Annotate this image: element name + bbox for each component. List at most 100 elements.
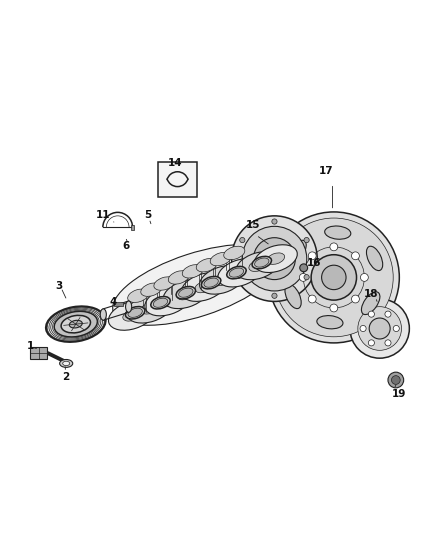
Circle shape [240,238,245,243]
Bar [158,161,197,197]
Ellipse shape [196,259,217,272]
Text: 3: 3 [55,281,62,291]
Circle shape [232,216,317,302]
Ellipse shape [254,245,297,272]
Ellipse shape [109,301,155,330]
Text: 17: 17 [319,166,333,176]
Circle shape [369,318,390,339]
Ellipse shape [361,292,380,314]
Ellipse shape [127,294,173,323]
Text: 14: 14 [168,158,183,167]
Circle shape [352,295,359,303]
Text: 11: 11 [96,210,110,220]
Ellipse shape [317,316,343,329]
Bar [30,347,47,359]
Text: 1: 1 [27,341,34,351]
Circle shape [272,293,277,298]
Circle shape [311,255,357,300]
Ellipse shape [141,283,162,296]
Ellipse shape [176,286,195,299]
Ellipse shape [254,258,269,267]
Circle shape [299,273,307,281]
Text: 18: 18 [364,288,378,298]
Ellipse shape [252,256,272,269]
Circle shape [350,299,410,358]
Ellipse shape [213,274,230,286]
Circle shape [330,304,338,312]
Circle shape [275,218,393,337]
Ellipse shape [218,259,261,287]
Ellipse shape [69,320,82,328]
Circle shape [330,243,338,251]
Ellipse shape [54,311,97,337]
Circle shape [304,238,309,243]
Circle shape [304,274,309,280]
Ellipse shape [181,273,226,301]
Ellipse shape [179,288,193,297]
Bar [114,302,123,306]
Circle shape [360,326,366,332]
Ellipse shape [46,306,106,342]
Ellipse shape [141,303,159,314]
Ellipse shape [288,240,306,263]
Ellipse shape [229,268,244,277]
Circle shape [358,306,402,350]
Ellipse shape [159,295,177,307]
Circle shape [393,326,399,332]
Ellipse shape [195,281,212,293]
Ellipse shape [153,298,168,308]
Circle shape [308,295,316,303]
Ellipse shape [224,246,245,260]
Ellipse shape [231,267,249,279]
Ellipse shape [285,284,301,309]
Ellipse shape [367,246,383,271]
Ellipse shape [210,252,231,266]
Ellipse shape [325,226,351,239]
Bar [131,224,134,230]
Circle shape [240,274,245,280]
Circle shape [368,340,374,346]
Text: 19: 19 [392,389,406,399]
Circle shape [368,311,374,317]
Circle shape [352,252,359,260]
Circle shape [300,264,307,272]
Ellipse shape [182,264,203,278]
Ellipse shape [61,316,91,333]
Circle shape [388,372,404,388]
Circle shape [272,219,277,224]
Ellipse shape [126,301,132,312]
Ellipse shape [249,260,267,271]
Text: 4: 4 [110,297,117,308]
Circle shape [308,252,316,260]
Ellipse shape [168,271,189,284]
Ellipse shape [177,288,194,300]
Text: 6: 6 [123,240,130,251]
Ellipse shape [113,245,280,325]
Ellipse shape [145,287,191,316]
Ellipse shape [204,278,218,287]
Ellipse shape [125,306,145,319]
Text: 16: 16 [307,258,321,268]
Ellipse shape [236,252,279,280]
Circle shape [360,273,368,281]
Circle shape [254,238,295,280]
Ellipse shape [60,359,73,367]
Ellipse shape [127,289,149,302]
Ellipse shape [163,280,208,309]
Ellipse shape [128,308,142,317]
Ellipse shape [200,265,244,294]
Circle shape [385,311,391,317]
Ellipse shape [151,296,170,309]
Text: 15: 15 [246,220,260,230]
Ellipse shape [267,253,285,264]
Circle shape [385,340,391,346]
Circle shape [321,265,346,289]
Ellipse shape [154,277,175,290]
Circle shape [242,227,307,291]
Circle shape [268,212,399,343]
Text: 2: 2 [62,372,69,382]
Text: 5: 5 [145,210,152,220]
Ellipse shape [227,266,246,279]
Ellipse shape [63,361,70,366]
Ellipse shape [201,277,221,289]
